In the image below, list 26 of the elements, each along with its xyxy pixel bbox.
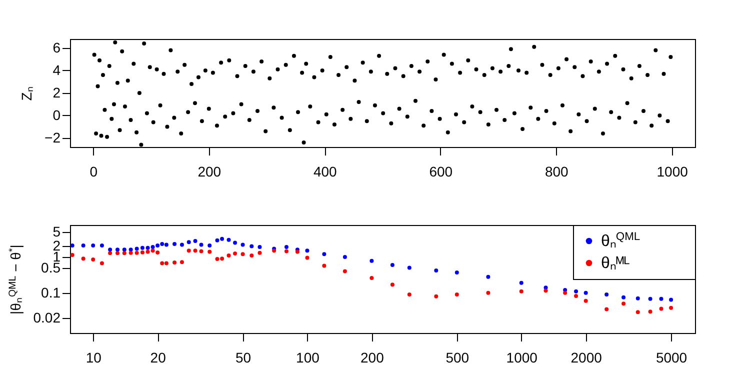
x-tick-label: 5000	[656, 350, 688, 366]
x-tick-label: 100	[296, 350, 320, 366]
y-tick-label: 0.1	[41, 284, 61, 300]
x-tick-label: 600	[429, 164, 453, 180]
y-tick-label: 6	[52, 40, 61, 56]
y-tick-label: −2	[44, 130, 61, 146]
x-tick-label: 0	[90, 164, 98, 180]
y-tick-label: 5	[52, 223, 61, 240]
x-tick-label: 200	[198, 164, 222, 180]
x-tick-label: 400	[313, 164, 338, 180]
x-tick-label: 500	[446, 350, 470, 366]
x-tick-label: 1000	[656, 164, 688, 180]
x-tick-label: 200	[360, 350, 384, 366]
legend-label: θₙᴹᴸ	[601, 255, 630, 272]
x-tick-label: 2000	[570, 350, 602, 366]
y-tick-label: 0	[52, 107, 61, 123]
x-tick-label: 50	[235, 350, 252, 366]
x-tick-label: 10	[86, 350, 102, 366]
x-tick-label: 20	[150, 350, 166, 366]
x-tick-label: 800	[544, 164, 569, 180]
y-tick-label: 2	[52, 84, 61, 100]
x-tick-label: 1000	[506, 350, 538, 366]
legend-label: θₙ$^{QML}$	[601, 231, 640, 250]
y-axis-title: Zₙ	[18, 86, 35, 101]
y-tick-label: 0.02	[33, 309, 61, 326]
y-tick-label: 4	[52, 62, 61, 78]
